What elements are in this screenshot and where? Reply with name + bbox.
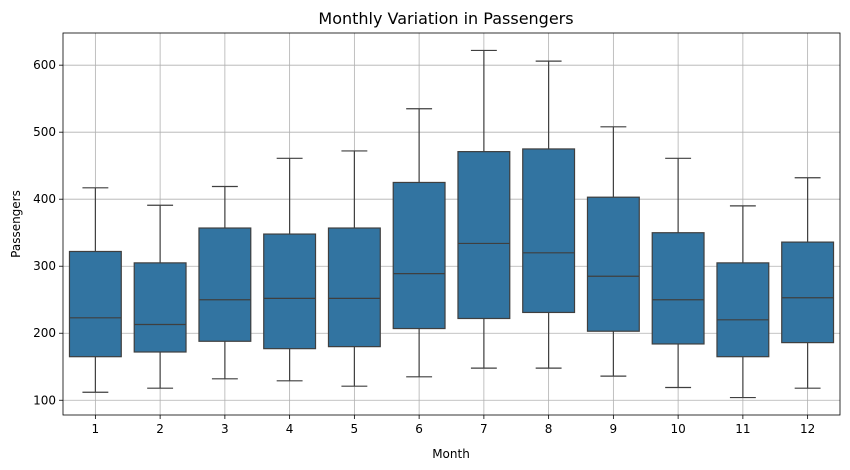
plot-frame	[62, 32, 841, 416]
iqr-box	[263, 233, 317, 350]
y-tick-label: 400	[33, 192, 56, 206]
x-tick-label: 1	[92, 422, 100, 436]
box-month-3	[198, 185, 252, 380]
x-tick-label: 6	[415, 422, 423, 436]
iqr-box	[651, 232, 705, 345]
x-tick-label: 5	[351, 422, 359, 436]
x-tick-label: 8	[545, 422, 553, 436]
box-month-9	[586, 126, 640, 377]
box-month-12	[781, 177, 835, 389]
chart-title: Monthly Variation in Passengers	[318, 9, 573, 28]
box-month-10	[651, 157, 705, 389]
x-tick-label: 10	[670, 422, 685, 436]
box-month-4	[263, 157, 317, 382]
x-tick-label: 11	[735, 422, 750, 436]
y-tick-label: 500	[33, 125, 56, 139]
iqr-box	[68, 250, 122, 358]
iqr-box	[716, 262, 770, 358]
box-month-6	[392, 108, 446, 378]
box-month-7	[457, 49, 511, 369]
iqr-box	[457, 151, 511, 320]
y-tick-label: 300	[33, 259, 56, 273]
x-tick-label: 4	[286, 422, 294, 436]
y-tick-label: 200	[33, 326, 56, 340]
iqr-box	[522, 148, 576, 314]
iqr-box	[586, 196, 640, 332]
box-month-8	[522, 60, 576, 369]
grid-layer	[63, 33, 840, 415]
x-tick-label: 2	[156, 422, 164, 436]
iqr-box	[392, 181, 446, 330]
y-axis-label: Passengers	[9, 190, 23, 258]
box-month-1	[68, 187, 122, 393]
box-month-5	[327, 150, 381, 387]
x-tick-label: 12	[800, 422, 815, 436]
y-tick-label: 100	[33, 393, 56, 407]
x-tick-label: 9	[610, 422, 618, 436]
iqr-box	[198, 227, 252, 342]
iqr-box	[133, 262, 187, 353]
box-layer	[68, 49, 835, 399]
iqr-box	[781, 241, 835, 344]
y-tick-label: 600	[33, 58, 56, 72]
box-month-2	[133, 204, 187, 389]
box-month-11	[716, 205, 770, 399]
x-axis-label: Month	[432, 447, 470, 461]
x-tick-label: 3	[221, 422, 229, 436]
x-tick-label: 7	[480, 422, 488, 436]
iqr-box	[327, 227, 381, 348]
